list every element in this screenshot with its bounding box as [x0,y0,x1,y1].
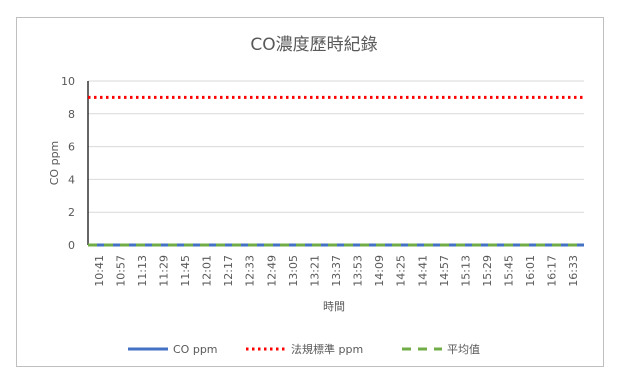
x-tick-label: 15:29 [481,255,494,287]
y-tick-label: 2 [68,206,75,219]
x-tick-label: 12:17 [222,255,235,287]
x-tick-label: 13:05 [287,255,300,287]
x-tick-label: 10:57 [114,255,127,287]
x-tick-label: 14:25 [395,255,408,287]
x-tick-label: 16:17 [546,255,559,287]
chart-title: CO濃度歷時紀錄 [250,35,377,55]
x-tick-label: 14:09 [373,255,386,287]
y-tick-label: 4 [68,173,75,186]
y-tick-label: 6 [68,141,75,154]
x-axis-label: 時間 [323,300,345,313]
x-tick-label: 10:41 [93,255,106,287]
legend-label-1: 法規標準 ppm [291,342,363,356]
x-tick-label: 13:21 [308,255,321,287]
y-tick-label: 10 [61,75,75,88]
legend-label-2: 平均值 [447,343,480,356]
chart-area [16,17,604,367]
x-tick-label: 11:29 [157,255,170,287]
y-axis-label: CO ppm [48,141,61,186]
x-tick-label: 12:49 [265,255,278,287]
x-tick-label: 16:33 [567,255,580,287]
x-tick-label: 14:57 [438,255,451,287]
y-tick-label: 8 [68,108,75,121]
x-tick-label: 16:01 [524,255,537,287]
x-tick-label: 12:01 [201,255,214,287]
y-tick-label: 0 [68,239,75,252]
x-tick-label: 13:53 [352,255,365,287]
x-tick-label: 15:45 [503,255,516,287]
x-tick-label: 12:33 [244,255,257,287]
x-tick-label: 11:13 [136,255,149,287]
x-tick-label: 15:13 [459,255,472,287]
x-tick-label: 13:37 [330,255,343,287]
legend-label-0: CO ppm [173,343,218,356]
x-tick-label: 11:45 [179,255,192,287]
x-tick-label: 14:41 [416,255,429,287]
